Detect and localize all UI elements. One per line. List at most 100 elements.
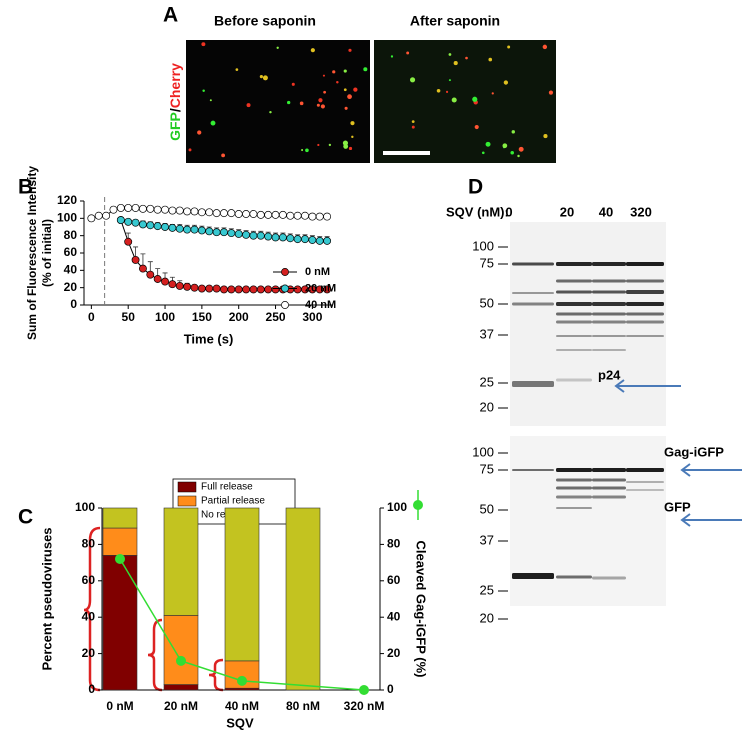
marker [237,675,247,686]
band [556,279,592,283]
particle [344,106,348,110]
marker [293,235,302,244]
particle [451,97,457,103]
marker [256,285,265,294]
y-tick-label: 20 [82,646,96,660]
particle [503,80,509,85]
x-tick-label: 20 nM [164,699,198,713]
channel-sep: / [167,108,183,112]
band [592,312,626,316]
x-tick-label: 100 [155,310,175,324]
marker [161,277,169,286]
marker [153,222,162,231]
band [512,262,554,266]
lane-label: 320 [630,204,652,219]
particle [221,153,226,158]
particle [518,146,524,152]
particle [316,103,320,107]
legend-label: Full release [201,482,253,493]
band [556,486,592,490]
marker [212,228,221,237]
band [626,312,664,316]
marker [183,225,192,234]
particle [209,99,212,102]
series-line [119,558,365,691]
particle [411,120,415,124]
band-annotation: Gag-iGFP [664,444,724,459]
particle [301,149,304,152]
particle [310,48,315,53]
blot [510,436,666,606]
micrograph [186,40,370,163]
bar-segment [102,527,138,556]
y2-tick-label: 20 [387,646,401,660]
band [626,290,664,294]
particle [353,87,358,92]
band [556,495,592,499]
y-tick-label: 80 [82,537,96,551]
particle [445,90,449,93]
particle [436,89,441,93]
marker [212,209,221,218]
particle [481,151,485,155]
scale-bar [383,151,430,155]
legend-swatch [177,495,197,507]
mw-marker: 75 [480,255,494,270]
particle [542,44,548,50]
marker [124,217,133,226]
legend-marker [281,301,289,309]
marker [323,212,332,221]
x-tick-label: 40 nM [225,699,259,713]
particle [448,79,451,82]
blot-bands [512,262,664,580]
particle [406,51,410,55]
particle [332,70,336,74]
marker [271,233,280,242]
particle [543,134,548,139]
marker [212,284,221,293]
y2-axis-label: Cleaved Gag-iGFP (%) [414,540,429,677]
mw-marker: 75 [480,461,494,476]
particle [262,75,268,81]
marker [175,281,184,290]
particle [286,100,291,105]
particle [548,90,554,95]
marker [190,283,199,292]
band [592,302,626,306]
y-tick-label: 20 [64,280,78,294]
x-tick-label: 0 [88,310,95,324]
particle [317,143,320,147]
marker [176,655,186,666]
image-title: Before saponin [214,13,316,29]
band [512,469,554,471]
marker [175,206,184,215]
arrow [614,379,681,393]
band [556,468,592,472]
marker [205,284,214,293]
marker [116,216,125,225]
particle [507,45,511,49]
band [626,489,664,491]
band [592,468,626,472]
marker [256,210,265,219]
band [556,262,592,266]
marker [131,255,140,264]
band [592,262,626,266]
band [556,320,592,324]
particle [363,67,368,72]
mw-marker: 100 [472,238,494,253]
band [556,575,592,579]
marker [227,285,236,294]
marker [205,208,214,217]
particle [348,146,353,151]
legend-marker [281,284,289,293]
particle [305,148,309,153]
band [592,320,626,324]
marker [227,209,236,218]
y-tick-label: 60 [82,573,96,587]
particle [409,77,416,83]
bar-segment [224,507,260,662]
x-tick-label: 300 [302,310,322,324]
marker [301,235,309,244]
particle [448,53,452,56]
